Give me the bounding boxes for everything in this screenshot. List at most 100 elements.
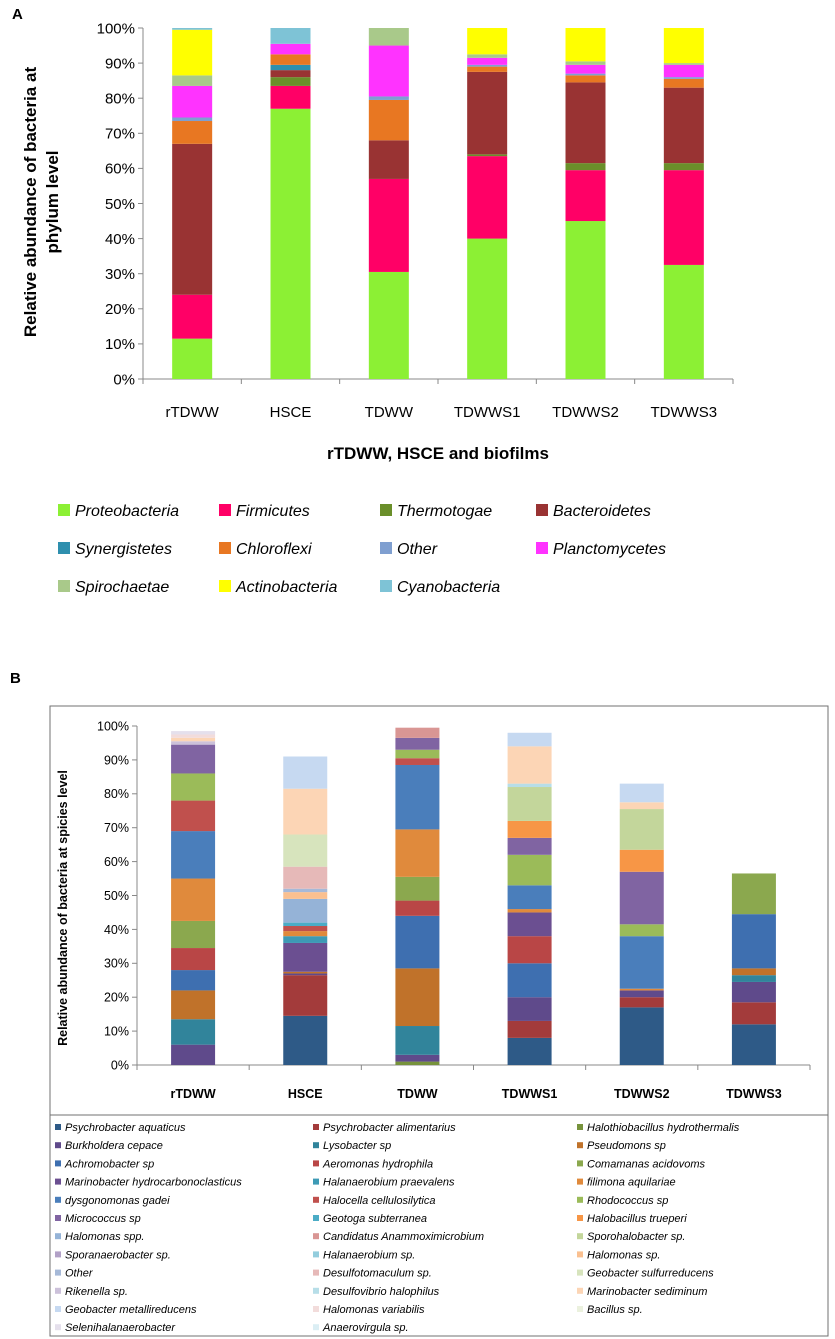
bar-segment-tdwws3-pseudomons-sp [731, 968, 776, 976]
legend-swatch-geotoga-subterranea [313, 1215, 319, 1221]
bar-segment-tdwws1-actinobacteria [467, 28, 508, 55]
legend-swatch-proteobacteria [58, 504, 70, 516]
bar-segment-tdwws3-planctomycetes [663, 64, 704, 78]
legend-swatch-other [55, 1269, 61, 1276]
legend-label-halomonas-sp: Halomonas sp. [587, 1249, 660, 1261]
legend-label-candidatus-anammoximicrobium: Candidatus Anammoximicrobium [323, 1231, 484, 1243]
bar-segment-tdwws1-bacteroidetes [467, 71, 508, 155]
bar-segment-tdwws2-other [565, 73, 606, 76]
bar-segment-hsce-cyanobacteria [270, 28, 311, 44]
bar-segment-hsce-other [283, 888, 328, 893]
bar-segment-rtdww-firmicutes [172, 294, 213, 339]
y-tick-label: 60% [105, 161, 135, 178]
x-tick-label: rTDWW [166, 404, 220, 421]
bar-segment-tdwws2-chloroflexi [565, 75, 606, 83]
legend-label-desulfovibrio-halophilus: Desulfovibrio halophilus [323, 1286, 440, 1298]
y-tick-label: 20% [105, 301, 135, 318]
legend-label-desulfotomaculum-sp: Desulfotomaculum sp. [323, 1268, 432, 1280]
bar-segment-rtdww-burkholdera-cepace [171, 1044, 216, 1065]
legend-label-comamanas-acidovoms: Comamanas acidovoms [587, 1158, 705, 1170]
panel-a-tick-labels: 0% 10% 20% 30% 40% 50% 60% 70% 80% 90% 100% rTDWW HS… [97, 20, 718, 421]
y-tick-label: 20% [104, 991, 129, 1005]
legend-label-filimona-aquilariae: filimona aquilariae [587, 1177, 676, 1189]
legend-label-bacteroidetes: Bacteroidetes [553, 503, 651, 520]
bar-segment-hsce-halomonas-spp [283, 898, 328, 923]
bar-segment-rtdww-spirochaetae [172, 75, 213, 86]
legend-label-halomonas-variabilis: Halomonas variabilis [323, 1304, 425, 1316]
legend-swatch-achromobacter-sp [55, 1160, 61, 1167]
legend-swatch-dysgonomonas-gadei [55, 1196, 61, 1203]
legend-swatch-selenihalanaerobacter [55, 1324, 61, 1331]
legend-swatch-burkholdera-cepace [55, 1142, 61, 1149]
x-tick-label: rTDWW [171, 1087, 216, 1101]
bar-segment-tdwws1-marinobacter-sediminum [507, 746, 552, 784]
y-tick-label: 80% [104, 787, 129, 801]
bar-segment-rtdww-comamanas-acidovoms [171, 920, 216, 949]
legend-label-halanaerobium-sp: Halanaerobium sp. [323, 1249, 415, 1261]
panel-a-axes [138, 27, 734, 384]
legend-swatch-other [380, 542, 392, 554]
legend-swatch-aeromonas-hydrophila [313, 1160, 319, 1167]
panel-a-y-axis-label-line1: Relative abundance of bacteria at [21, 67, 40, 338]
legend-label-geotoga-subterranea: Geotoga subterranea [323, 1213, 427, 1225]
y-tick-label: 10% [104, 1024, 129, 1038]
bar-segment-rtdww-cyanobacteria [172, 28, 213, 30]
legend-label-achromobacter-sp: Achromobacter sp [64, 1158, 154, 1170]
y-tick-label: 70% [105, 126, 135, 143]
bar-segment-tdww-chloroflexi [368, 99, 409, 141]
panel-b-label: B [10, 670, 21, 687]
bar-segment-tdwws1-proteobacteria [467, 238, 508, 379]
bar-segment-hsce-bacteroidetes [270, 70, 311, 78]
bar-segment-rtdww-filimona-aquilariae [171, 878, 216, 921]
legend-label-anaerovirgula-sp: Anaerovirgula sp. [322, 1322, 409, 1334]
x-tick-label: TDWWS2 [614, 1087, 670, 1101]
legend-label-halocella-cellulosilytica: Halocella cellulosilytica [323, 1195, 436, 1207]
bar-segment-tdwws3-firmicutes [663, 170, 704, 265]
bar-segment-tdwws1-aeromonas-hydrophila [507, 936, 552, 964]
x-tick-label: TDWWS1 [454, 404, 521, 421]
bar-segment-rtdww-lysobacter-sp [171, 1019, 216, 1045]
legend-label-dysgonomonas-gadei: dysgonomonas gadei [65, 1195, 170, 1207]
bar-segment-tdww-spirochaetae [368, 28, 409, 46]
bar-segment-rtdww-chloroflexi [172, 121, 213, 144]
bar-segment-tdwws1-desulfovibrio-halophilus [507, 783, 552, 788]
legend-swatch-rhodococcus-sp [577, 1196, 583, 1203]
legend-swatch-marinobacter-sediminum [577, 1287, 583, 1294]
bar-segment-hsce-synergistetes [270, 64, 311, 71]
legend-label-lysobacter-sp: Lysobacter sp [323, 1140, 391, 1152]
bar-segment-tdww-burkholdera-cepace [395, 1054, 440, 1062]
x-tick-label: TDWW [397, 1087, 437, 1101]
bar-segment-tdwws3-spirochaetae [663, 63, 704, 65]
legend-swatch-pseudomons-sp [577, 1142, 583, 1149]
legend-swatch-psychrobacter-aquaticus [55, 1124, 61, 1130]
bar-segment-hsce-firmicutes [270, 85, 311, 109]
panel-b: B 0% 10% 20% 30% 40% 50% 60% 70% 80% 90% 100% rTDWW… [10, 670, 829, 1337]
legend-label-halomonas-spp: Halomonas spp. [65, 1231, 145, 1243]
legend-swatch-halanaerobium-sp [313, 1251, 319, 1258]
legend-label-bacillus-sp: Bacillus sp. [587, 1304, 643, 1316]
bar-segment-tdwws2-proteobacteria [565, 221, 606, 379]
legend-swatch-candidatus-anammoximicrobium [313, 1233, 319, 1240]
bar-segment-tdww-firmicutes [368, 178, 409, 272]
bar-segment-hsce-thermotogae [270, 77, 311, 86]
panel-a-bars [172, 28, 704, 379]
legend-label-pseudomons-sp: Pseudomons sp [587, 1140, 666, 1152]
x-tick-label: TDWWS3 [726, 1087, 782, 1101]
legend-swatch-halanaerobium-praevalens [313, 1178, 319, 1185]
legend-swatch-halomonas-spp [55, 1233, 61, 1240]
legend-label-aeromonas-hydrophila: Aeromonas hydrophila [322, 1158, 433, 1170]
bar-segment-tdwws1-halobacillus-trueperi [507, 820, 552, 838]
legend-label-sporohalobacter-sp: Sporohalobacter sp. [587, 1231, 685, 1243]
bar-segment-hsce-desulfotomaculum-sp [283, 866, 328, 889]
y-tick-label: 0% [113, 371, 135, 388]
bar-segment-tdwws2-sporohalobacter-sp [619, 809, 664, 850]
legend-swatch-cyanobacteria [380, 580, 392, 592]
bar-segment-tdww-other [368, 96, 409, 100]
bar-segment-rtdww-actinobacteria [172, 29, 213, 76]
legend-label-halobacillus-trueperi: Halobacillus trueperi [587, 1213, 687, 1225]
bar-segment-tdww-lysobacter-sp [395, 1026, 440, 1055]
bar-segment-tdwws3-comamanas-acidovoms [731, 873, 776, 915]
panel-a-y-axis-label-line2: phylum level [43, 151, 62, 254]
legend-label-geobacter-sulfurreducens: Geobacter sulfurreducens [587, 1268, 714, 1280]
